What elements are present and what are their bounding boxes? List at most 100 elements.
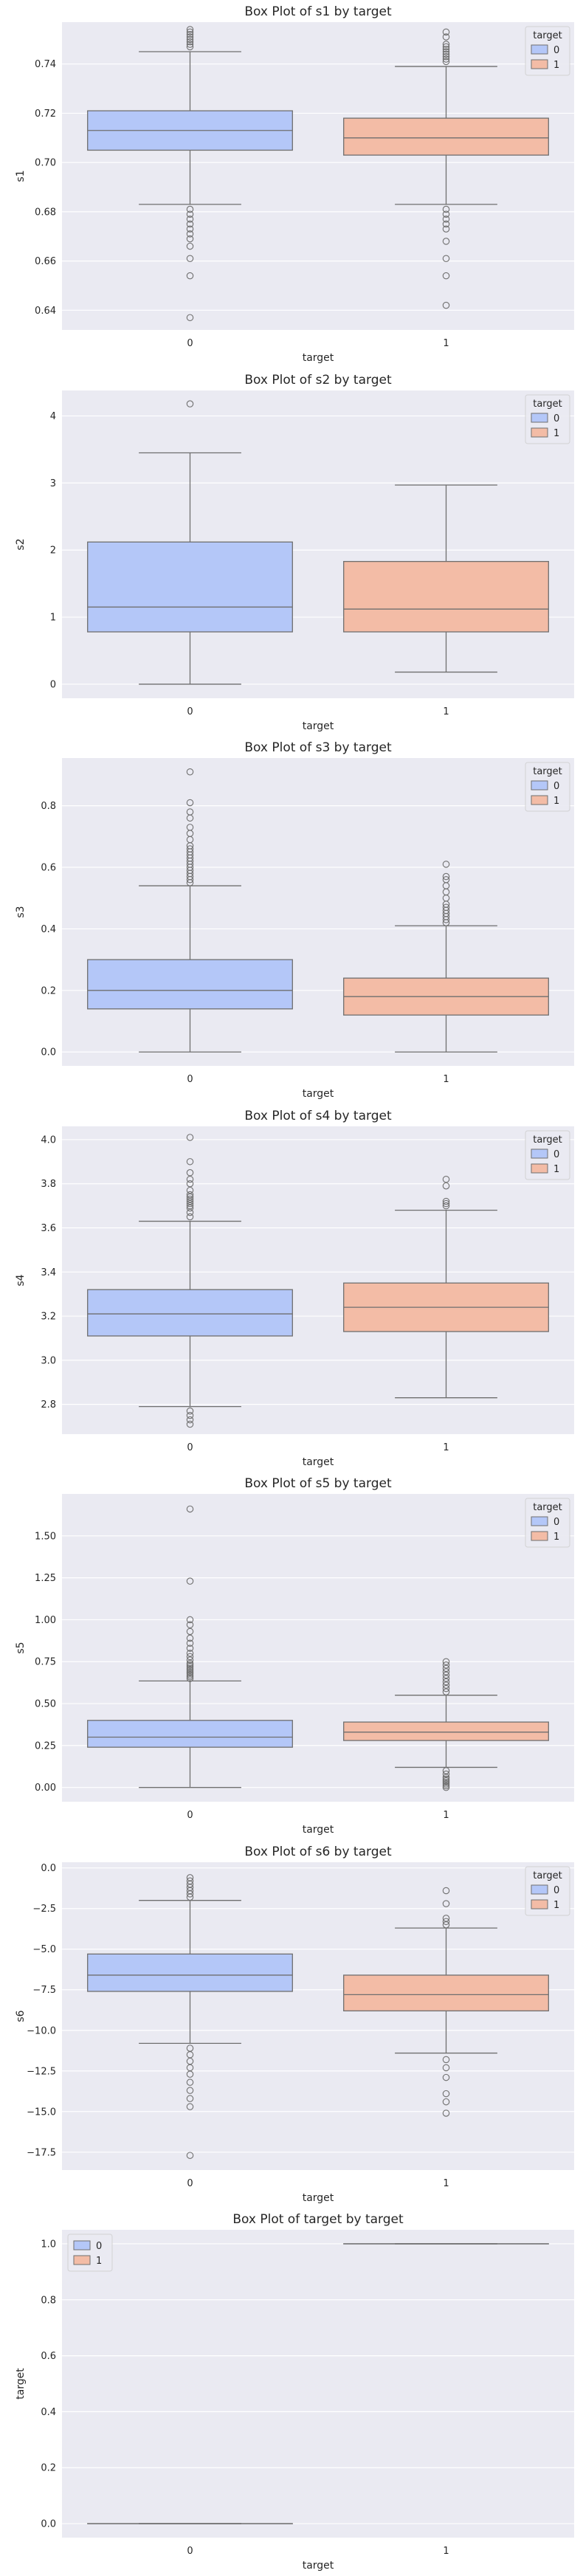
outlier-point <box>442 1779 450 1786</box>
outlier-point <box>186 1407 194 1414</box>
outlier-point <box>186 1199 194 1207</box>
outlier-point <box>442 48 450 55</box>
iqr-box <box>87 1289 293 1337</box>
outlier-point <box>186 28 194 36</box>
iqr-box <box>343 117 549 156</box>
legend: target 0 1 <box>525 1866 570 1915</box>
outlier-point <box>186 1659 194 1667</box>
box-1 <box>343 1658 549 1791</box>
outlier-point <box>186 30 194 38</box>
y-tick-label: 0.2 <box>41 985 56 996</box>
x-tick-label: 0 <box>187 1810 193 1821</box>
outlier-point <box>442 220 450 228</box>
outlier-point <box>442 2073 450 2081</box>
legend-label-1: 1 <box>553 428 559 439</box>
outlier-point <box>442 301 450 309</box>
x-tick-label: 0 <box>187 2546 193 2557</box>
chart-4: 2.8 3.0 3.2 3.4 3.6 3.8 4.0 0 1 Box Plot of s4 by… <box>15 1109 574 1468</box>
plot-area <box>62 1862 574 2170</box>
legend: target 0 1 <box>525 394 570 444</box>
outlier-point <box>442 1684 450 1692</box>
legend-title: target <box>533 30 562 41</box>
outlier-point <box>186 1671 194 1679</box>
plot-area <box>62 758 574 1066</box>
outlier-point <box>442 1661 450 1669</box>
outlier-point <box>442 1774 450 1781</box>
legend-label-1: 1 <box>553 60 559 71</box>
x-tick-label: 1 <box>443 1442 449 1453</box>
y-tick-label: 0.4 <box>41 2407 56 2418</box>
legend-label-1: 1 <box>96 2256 102 2267</box>
y-tick-label: 3.6 <box>41 1223 56 1234</box>
legend-swatch-0 <box>73 2240 91 2250</box>
legend-label-1: 1 <box>553 1900 559 1911</box>
legend-title: target <box>533 1502 562 1513</box>
outlier-point <box>186 1197 194 1205</box>
box-1 <box>343 861 549 1053</box>
y-axis-label: s4 <box>15 1274 27 1286</box>
legend-swatch-1 <box>531 1163 548 1173</box>
y-tick-label: 0.25 <box>35 1740 56 1752</box>
outlier-point <box>442 1918 450 1925</box>
outlier-point <box>186 1208 194 1216</box>
y-axis-label: s3 <box>15 906 27 917</box>
outlier-point <box>442 861 450 868</box>
legend-swatch-1 <box>531 427 548 437</box>
outlier-point <box>442 1664 450 1673</box>
outlier-point <box>442 872 450 881</box>
outlier-point <box>186 43 194 51</box>
chart-title: Box Plot of s1 by target <box>244 4 392 19</box>
x-tick-label: 0 <box>187 338 193 349</box>
y-tick-label: 1.00 <box>35 1615 56 1626</box>
outlier-point <box>186 220 194 228</box>
outlier-point <box>186 768 194 776</box>
outlier-point <box>186 314 194 322</box>
outlier-point <box>442 1197 450 1205</box>
outlier-point <box>442 903 450 911</box>
outlier-point <box>442 1767 450 1774</box>
x-tick-label: 1 <box>443 338 449 349</box>
box-0 <box>87 26 293 322</box>
chart-title: Box Plot of s4 by target <box>244 1109 392 1123</box>
outlier-point <box>186 1675 194 1682</box>
outlier-point <box>186 1420 194 1428</box>
outlier-point <box>442 41 450 48</box>
outlier-point <box>186 1645 194 1652</box>
outlier-point <box>186 1157 194 1165</box>
outlier-point <box>442 52 450 61</box>
x-tick-label: 0 <box>187 706 193 717</box>
outlier-point <box>186 1195 194 1202</box>
y-tick-label: 1.25 <box>35 1573 56 1584</box>
outlier-point <box>186 1653 194 1661</box>
y-tick-label: −5.0 <box>32 1944 56 1955</box>
outlier-point <box>186 216 194 223</box>
x-tick-label: 1 <box>443 2178 449 2189</box>
outlier-point <box>186 1133 194 1141</box>
y-tick-label: −2.5 <box>32 1904 56 1915</box>
x-tick-label: 1 <box>443 2546 449 2557</box>
outlier-point <box>442 1780 450 1788</box>
box-1 <box>343 1887 549 2117</box>
outlier-point <box>186 399 194 407</box>
legend-swatch-0 <box>531 780 548 791</box>
x-tick-label: 1 <box>443 1074 449 1085</box>
chart-3: 0.0 0.2 0.4 0.6 0.8 0 1 Box Plot of s3 by targe… <box>15 740 574 1100</box>
legend-swatch-0 <box>531 1884 548 1894</box>
outlier-point <box>186 1616 194 1624</box>
iqr-box <box>343 560 549 633</box>
box-1 <box>343 28 549 309</box>
outlier-point <box>442 1899 450 1907</box>
x-tick-label: 0 <box>187 1442 193 1453</box>
chart-title: Box Plot of s3 by target <box>244 740 392 755</box>
y-tick-label: 2 <box>50 545 56 556</box>
outlier-point <box>442 1681 450 1689</box>
iqr-box <box>87 959 293 1010</box>
outlier-point <box>442 1668 450 1676</box>
outlier-point <box>442 1202 450 1209</box>
outlier-point <box>186 272 194 280</box>
legend-label-1: 1 <box>553 796 559 807</box>
outlier-point <box>186 1639 194 1647</box>
x-axis-label: target <box>303 2192 334 2204</box>
outlier-point <box>442 33 450 41</box>
